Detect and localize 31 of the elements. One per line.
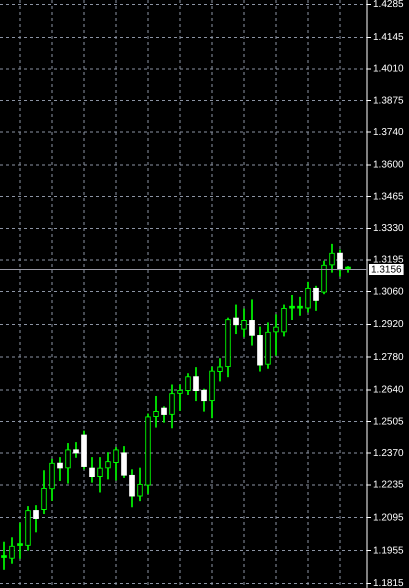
candlestick	[273, 314, 279, 356]
candlestick	[1, 542, 7, 570]
y-tick-label: 1.1955	[373, 545, 404, 556]
candlestick	[57, 457, 63, 481]
candlestick	[153, 396, 159, 428]
y-tick-label: 1.1815	[373, 578, 404, 588]
candlestick	[73, 442, 79, 458]
y-tick-label: 1.2370	[373, 448, 404, 459]
y-tick-label: 1.2095	[373, 512, 404, 524]
y-tick-label: 1.2920	[373, 319, 404, 330]
candlestick	[289, 294, 295, 320]
y-tick-label: 1.3465	[373, 191, 404, 202]
y-tick-label: 1.2505	[373, 416, 404, 428]
y-tick-label: 1.2780	[373, 352, 404, 363]
y-tick-label: 1.4285	[373, 0, 404, 10]
y-tick-label: 1.3740	[373, 126, 404, 138]
y-tick-label: 1.3060	[373, 286, 404, 298]
y-tick-label: 1.2640	[373, 384, 404, 396]
candlestick	[297, 296, 303, 316]
candlestick	[177, 384, 183, 411]
y-tick-label: 1.3875	[373, 95, 404, 106]
y-tick-label: 1.3600	[373, 160, 404, 171]
candlestick	[233, 304, 239, 334]
candlestick	[217, 358, 223, 382]
y-tick-label: 1.4145	[373, 32, 404, 44]
candlestick	[17, 522, 23, 559]
y-tick-label: 1.2235	[373, 480, 404, 491]
ref-line-label: 1.3156	[371, 264, 402, 276]
y-tick-label: 1.3330	[373, 223, 404, 234]
y-tick-label: 1.4010	[373, 64, 404, 75]
y-tick-label: 1.3195	[373, 254, 404, 266]
